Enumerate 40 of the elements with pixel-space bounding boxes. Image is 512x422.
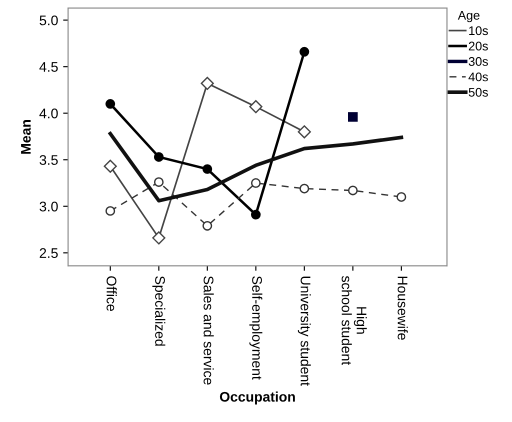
legend-label: 30s [468, 57, 488, 66]
point [250, 178, 261, 188]
line-series [108, 132, 404, 203]
point [152, 231, 166, 245]
y-tick-label: 4.5 [39, 62, 58, 72]
y-tick-label: 3.0 [40, 202, 58, 212]
x-tick-label: High school student [342, 276, 367, 366]
point [105, 206, 116, 216]
x-axis-title: Occupation [220, 392, 295, 404]
x-tick-label: Housewife [398, 276, 408, 340]
point [202, 220, 212, 231]
point [154, 152, 164, 162]
legend-label: 50s [468, 88, 488, 97]
point [348, 186, 358, 196]
legend-label: 10s [469, 26, 488, 36]
legend-title: Age [458, 10, 480, 22]
point [200, 76, 214, 90]
point [250, 210, 261, 220]
x-tick-label: Office [106, 276, 117, 311]
y-tick-label: 2.5 [40, 248, 58, 258]
legend-label: 20s [468, 42, 488, 51]
point [154, 177, 164, 187]
point [202, 164, 212, 174]
x-tick-label: Specialized [152, 276, 166, 346]
x-tick-label: University student [298, 276, 311, 386]
legend-label: 40s [468, 72, 488, 82]
point [348, 112, 358, 122]
point [104, 160, 117, 173]
x-tick-label: Self-employment [249, 276, 262, 380]
point [299, 184, 310, 194]
y-tick-label: 3.5 [40, 155, 58, 165]
y-axis-title: Mean [21, 120, 31, 154]
point [299, 46, 310, 57]
y-tick-label: 4.0 [39, 108, 58, 118]
point [249, 100, 262, 114]
point [298, 125, 311, 138]
point [105, 99, 116, 109]
point [396, 192, 406, 202]
y-tick-label: 5.0 [40, 15, 58, 26]
x-tick-label: Sales and service [204, 276, 214, 385]
